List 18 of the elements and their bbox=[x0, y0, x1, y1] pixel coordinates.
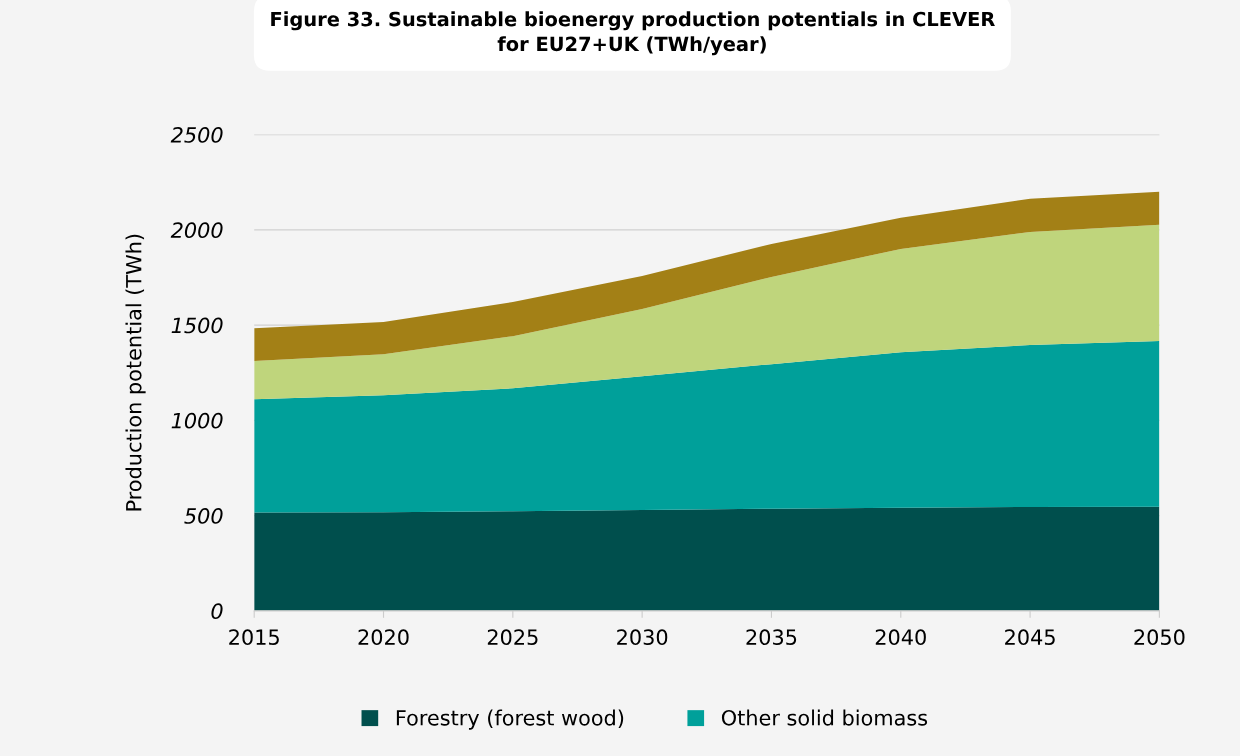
y-tick-label: 500 bbox=[184, 508, 223, 524]
x-tick-label: 2045 bbox=[1005, 629, 1055, 646]
x-tick-label: 2050 bbox=[1134, 629, 1185, 646]
x-tick-label: 2040 bbox=[875, 629, 926, 646]
x-tick-label: 2020 bbox=[358, 629, 409, 646]
y-tick-label: 1500 bbox=[171, 317, 223, 334]
y-tick-label: 2000 bbox=[170, 222, 223, 239]
y-tick-label: 1000 bbox=[171, 412, 223, 429]
y-tick-label: 0 bbox=[211, 603, 223, 620]
x-tick-label: 2030 bbox=[617, 629, 668, 646]
legend-label: Other solid biomass bbox=[721, 709, 928, 726]
chart-title: Figure 33. Sustainable bioenergy production potentials in CLEVER for EU27+UK (TWh/year) bbox=[271, 11, 995, 56]
x-tick-label: 2035 bbox=[746, 629, 797, 646]
legend-label: Forestry (forest wood) bbox=[396, 709, 624, 730]
y-axis-title: Production potential (TWh) bbox=[125, 234, 146, 511]
x-tick-label: 2025 bbox=[487, 629, 538, 646]
x-tick-label: 2015 bbox=[229, 629, 279, 646]
y-tick-label: 2500 bbox=[170, 127, 223, 143]
